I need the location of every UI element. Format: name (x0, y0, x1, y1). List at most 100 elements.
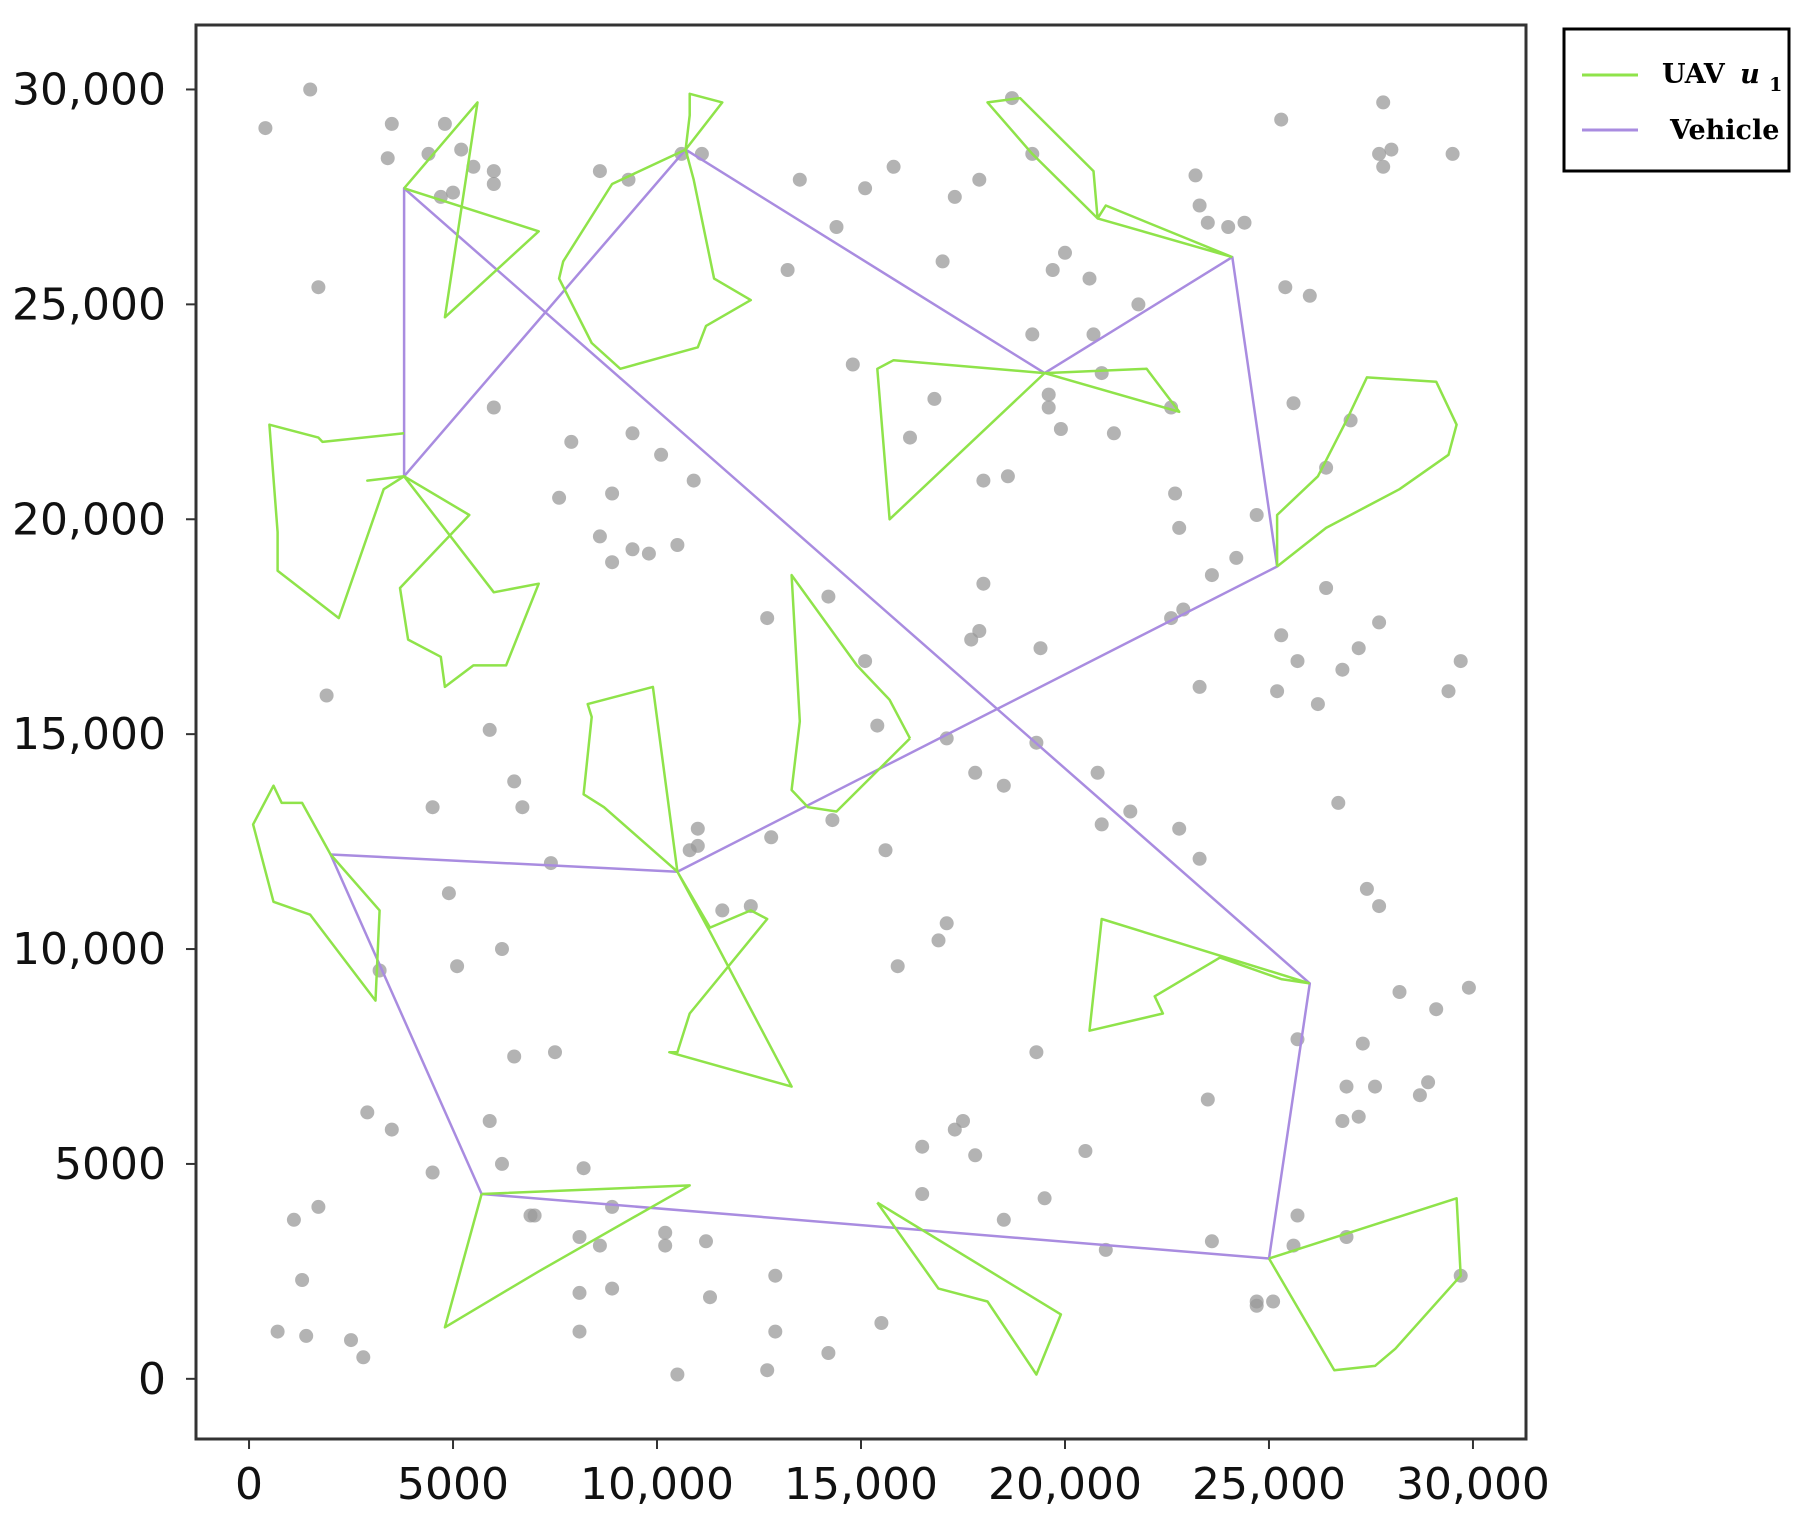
customer-point-162 (605, 1281, 620, 1296)
customer-point-117 (690, 821, 705, 836)
customer-point-175 (874, 1316, 889, 1330)
customer-point-109 (1331, 795, 1346, 810)
customer-point-35 (1200, 215, 1215, 230)
customer-point-185 (1200, 1092, 1215, 1107)
customer-point-161 (572, 1285, 587, 1300)
customer-point-154 (572, 1230, 587, 1244)
uav-route-7 (366, 475, 540, 689)
customer-point-72 (686, 473, 701, 488)
customer-point-74 (605, 555, 620, 570)
x-tick-label: 25,000 (1192, 1459, 1346, 1510)
customer-point-141 (1421, 1075, 1436, 1090)
customer-point-84 (976, 576, 991, 591)
customer-point-153 (527, 1208, 542, 1223)
customer-point-36 (1221, 220, 1236, 234)
customer-point-7 (454, 142, 469, 157)
legend-box (1562, 27, 1791, 173)
uav-route-3 (986, 96, 1233, 259)
customer-point-38 (1274, 112, 1289, 127)
customer-point-75 (625, 542, 640, 557)
customer-point-137 (1351, 1109, 1366, 1124)
customer-point-126 (715, 903, 730, 918)
uav-route-4 (876, 358, 1181, 521)
uav-route-13 (443, 1184, 691, 1329)
customer-point-145 (360, 1105, 375, 1120)
customer-point-9 (486, 164, 501, 179)
uav-routes-layer (251, 92, 1462, 1376)
customer-point-54 (1106, 426, 1121, 441)
customer-point-110 (1359, 881, 1374, 896)
customer-point-60 (1229, 550, 1244, 565)
customer-point-176 (915, 1139, 930, 1154)
customer-point-89 (968, 765, 983, 780)
customer-point-70 (625, 426, 640, 441)
customer-point-39 (1278, 280, 1293, 295)
customer-point-11 (446, 185, 460, 200)
y-tick-label: 0 (138, 1354, 166, 1405)
customer-point-19 (886, 159, 901, 174)
customer-point-83 (870, 718, 885, 733)
uav-route-11 (668, 871, 793, 1088)
customer-point-191 (1290, 1208, 1305, 1223)
customer-point-104 (1335, 662, 1350, 677)
y-axis: 0 5000 10,000 15,000 20,000 25,000 30,000 (12, 64, 196, 1405)
customer-point-73 (592, 529, 607, 544)
customer-point-118 (690, 838, 705, 853)
customer-point-103 (1310, 697, 1325, 712)
customer-point-180 (968, 1148, 983, 1163)
y-tick-label: 20,000 (12, 494, 166, 545)
customer-point-163 (703, 1290, 717, 1305)
customer-point-130 (939, 916, 954, 931)
uav-route-2 (557, 92, 753, 371)
customer-point-4 (384, 116, 399, 131)
customer-point-144 (548, 1045, 562, 1060)
customer-point-43 (1384, 142, 1399, 157)
uav-route-8 (790, 573, 912, 813)
customer-point-29 (1082, 271, 1097, 286)
customer-point-96 (1192, 851, 1207, 866)
customer-point-3 (380, 151, 395, 166)
y-tick-label: 30,000 (12, 64, 166, 115)
customer-point-41 (1376, 95, 1391, 110)
customer-point-149 (495, 1156, 509, 1171)
customer-point-76 (641, 546, 656, 561)
x-tick-label: 30,000 (1396, 1459, 1550, 1510)
customer-point-100 (1270, 684, 1285, 699)
customer-point-33 (1188, 168, 1203, 183)
customer-point-157 (605, 1199, 620, 1214)
customer-point-86 (964, 632, 979, 647)
customer-point-28 (1058, 245, 1072, 260)
customer-point-120 (878, 843, 893, 858)
customer-point-50 (1000, 469, 1015, 484)
customer-point-62 (1286, 396, 1301, 411)
customer-point-93 (1123, 804, 1138, 819)
customer-point-51 (1041, 387, 1056, 402)
x-tick-label: 20,000 (988, 1459, 1142, 1510)
customer-point-147 (425, 1165, 440, 1180)
customer-point-108 (1453, 654, 1468, 669)
customer-point-172 (760, 1363, 775, 1378)
customer-point-139 (1429, 1002, 1444, 1017)
customer-point-127 (743, 899, 758, 914)
customer-point-20 (947, 189, 962, 204)
customer-point-170 (572, 1324, 587, 1339)
customer-point-182 (1037, 1191, 1052, 1206)
x-tick-label: 5000 (397, 1459, 509, 1510)
customer-point-173 (768, 1324, 783, 1339)
customer-point-24 (780, 263, 795, 277)
customer-point-177 (915, 1187, 930, 1201)
customer-point-44 (1376, 159, 1391, 174)
customer-point-21 (972, 172, 987, 187)
customer-point-188 (1249, 1298, 1264, 1313)
customer-point-92 (1090, 765, 1105, 780)
customer-point-13 (592, 164, 607, 179)
customer-point-8 (466, 159, 481, 174)
customer-point-174 (821, 1346, 836, 1360)
x-tick-label: 0 (235, 1459, 263, 1510)
customer-point-101 (1274, 628, 1289, 643)
x-tick-label: 15,000 (784, 1459, 938, 1510)
customer-point-121 (825, 813, 840, 828)
customer-point-114 (515, 800, 530, 815)
uav-route-14 (876, 1201, 1063, 1376)
legend-vehicle-label: Vehicle (1669, 115, 1779, 146)
